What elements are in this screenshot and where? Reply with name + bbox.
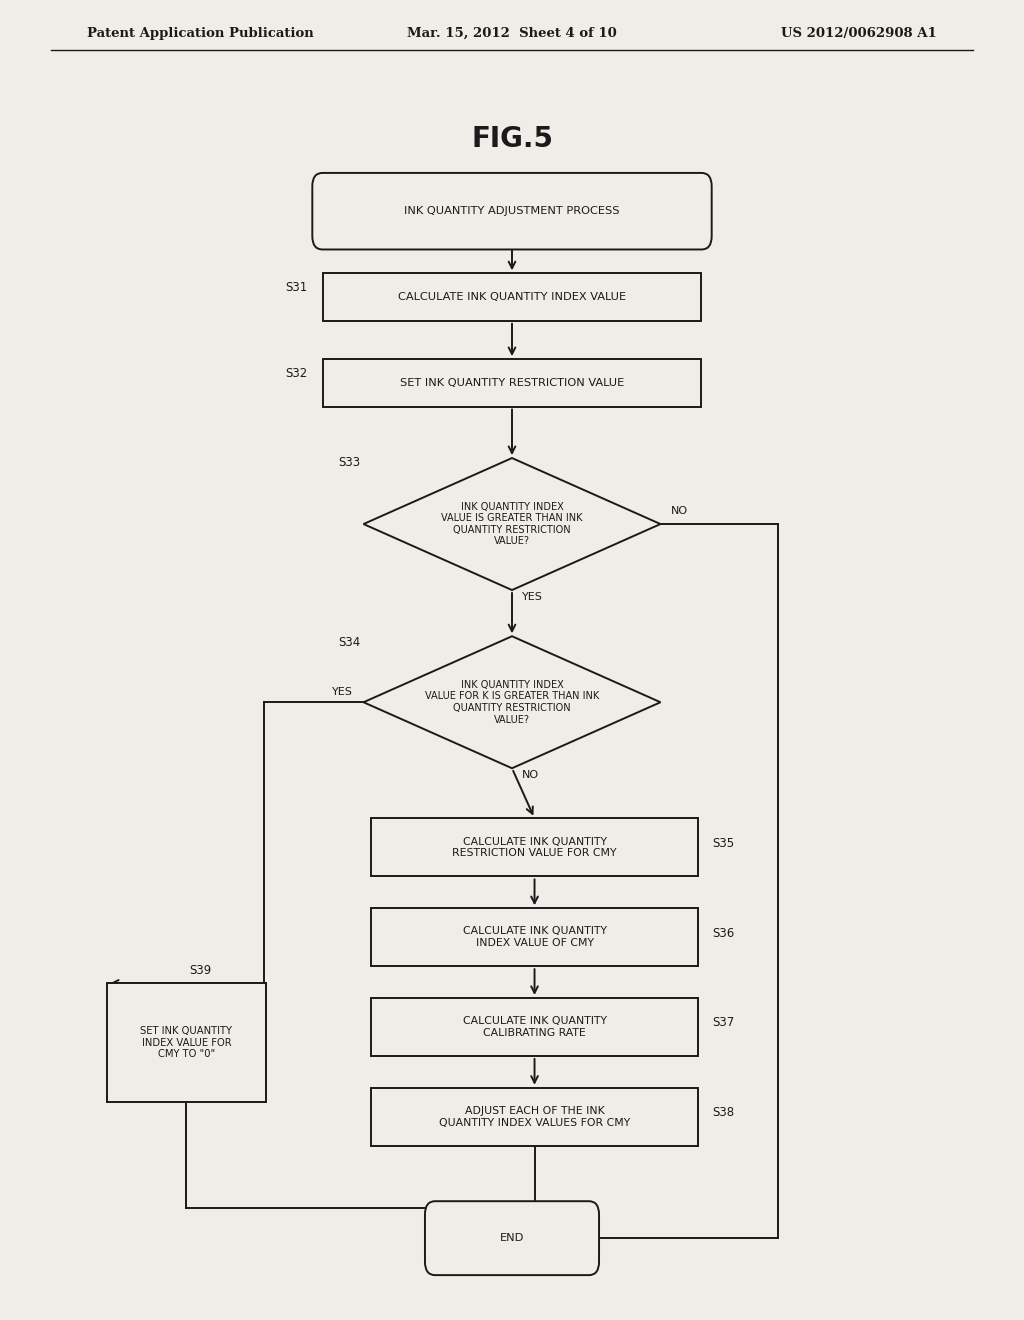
Bar (371, 1088, 698, 1146)
Polygon shape (364, 636, 660, 768)
Text: NO: NO (671, 506, 688, 516)
Text: ADJUST EACH OF THE INK
QUANTITY INDEX VALUES FOR CMY: ADJUST EACH OF THE INK QUANTITY INDEX VA… (439, 1106, 630, 1127)
Bar (106, 983, 266, 1102)
Text: US 2012/0062908 A1: US 2012/0062908 A1 (781, 26, 937, 40)
Bar (323, 359, 701, 407)
Text: S31: S31 (285, 281, 307, 294)
Text: S37: S37 (713, 1016, 735, 1030)
Polygon shape (364, 458, 660, 590)
Text: S36: S36 (713, 927, 735, 940)
Text: SET INK QUANTITY RESTRICTION VALUE: SET INK QUANTITY RESTRICTION VALUE (400, 378, 624, 388)
Text: END: END (500, 1233, 524, 1243)
Text: INK QUANTITY INDEX
VALUE IS GREATER THAN INK
QUANTITY RESTRICTION
VALUE?: INK QUANTITY INDEX VALUE IS GREATER THAN… (441, 502, 583, 546)
Text: S38: S38 (713, 1106, 735, 1119)
Text: YES: YES (333, 686, 353, 697)
Bar (371, 998, 698, 1056)
Text: S33: S33 (338, 455, 360, 469)
Text: S39: S39 (189, 964, 212, 977)
FancyBboxPatch shape (312, 173, 712, 249)
Text: INK QUANTITY INDEX
VALUE FOR K IS GREATER THAN INK
QUANTITY RESTRICTION
VALUE?: INK QUANTITY INDEX VALUE FOR K IS GREATE… (425, 680, 599, 725)
Text: CALCULATE INK QUANTITY
RESTRICTION VALUE FOR CMY: CALCULATE INK QUANTITY RESTRICTION VALUE… (453, 837, 616, 858)
Text: INK QUANTITY ADJUSTMENT PROCESS: INK QUANTITY ADJUSTMENT PROCESS (404, 206, 620, 216)
Text: SET INK QUANTITY
INDEX VALUE FOR
CMY TO "0": SET INK QUANTITY INDEX VALUE FOR CMY TO … (140, 1026, 232, 1060)
Bar (371, 908, 698, 966)
Bar (323, 273, 701, 321)
Text: Patent Application Publication: Patent Application Publication (87, 26, 313, 40)
Text: FIG.5: FIG.5 (471, 124, 553, 153)
Bar (371, 818, 698, 876)
Text: YES: YES (522, 591, 543, 602)
Text: Mar. 15, 2012  Sheet 4 of 10: Mar. 15, 2012 Sheet 4 of 10 (408, 26, 616, 40)
Text: NO: NO (522, 770, 540, 780)
FancyBboxPatch shape (425, 1201, 599, 1275)
Text: CALCULATE INK QUANTITY INDEX VALUE: CALCULATE INK QUANTITY INDEX VALUE (398, 292, 626, 302)
Text: CALCULATE INK QUANTITY
CALIBRATING RATE: CALCULATE INK QUANTITY CALIBRATING RATE (463, 1016, 606, 1038)
Text: S34: S34 (338, 636, 360, 649)
Text: S35: S35 (713, 837, 735, 850)
Text: CALCULATE INK QUANTITY
INDEX VALUE OF CMY: CALCULATE INK QUANTITY INDEX VALUE OF CM… (463, 927, 606, 948)
Text: S32: S32 (285, 367, 307, 380)
